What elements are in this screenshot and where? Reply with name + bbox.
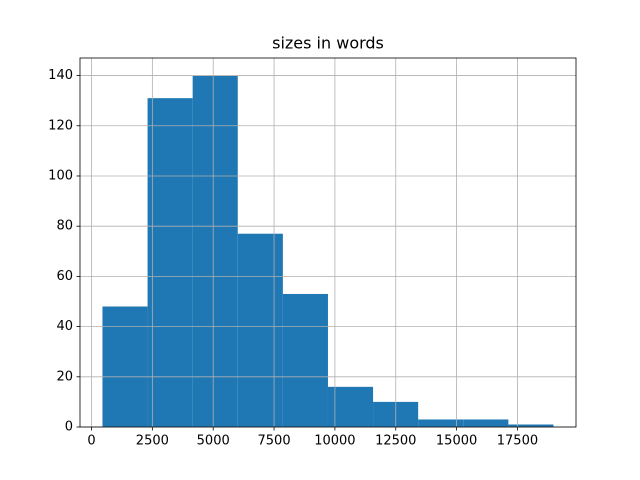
x-tick-label: 12500 — [375, 434, 416, 449]
x-tick-label: 17500 — [497, 434, 538, 449]
bar — [508, 424, 554, 427]
x-tick-label: 5000 — [197, 434, 230, 449]
y-tick-label: 60 — [56, 269, 73, 284]
y-tick-label: 120 — [48, 118, 73, 133]
chart-title: sizes in words — [272, 34, 384, 53]
x-tick-label: 2500 — [136, 434, 169, 449]
y-tick-label: 40 — [56, 319, 73, 334]
plot-frame — [79, 57, 577, 428]
y-tick-label: 140 — [48, 68, 73, 83]
bar — [147, 98, 193, 427]
bar — [282, 293, 328, 427]
y-tick-label: 20 — [56, 369, 73, 384]
y-tick-label: 100 — [48, 168, 73, 183]
x-tick-label: 10000 — [314, 434, 355, 449]
bar — [192, 75, 238, 428]
bar — [237, 233, 283, 427]
y-tick-label: 0 — [65, 420, 73, 435]
x-tick-label: 7500 — [258, 434, 291, 449]
bar — [418, 419, 464, 427]
y-tick-label: 80 — [56, 219, 73, 234]
bar — [102, 306, 148, 427]
bar — [463, 419, 509, 427]
x-tick-label: 0 — [87, 434, 95, 449]
x-tick-label: 15000 — [436, 434, 477, 449]
bar — [327, 386, 374, 427]
